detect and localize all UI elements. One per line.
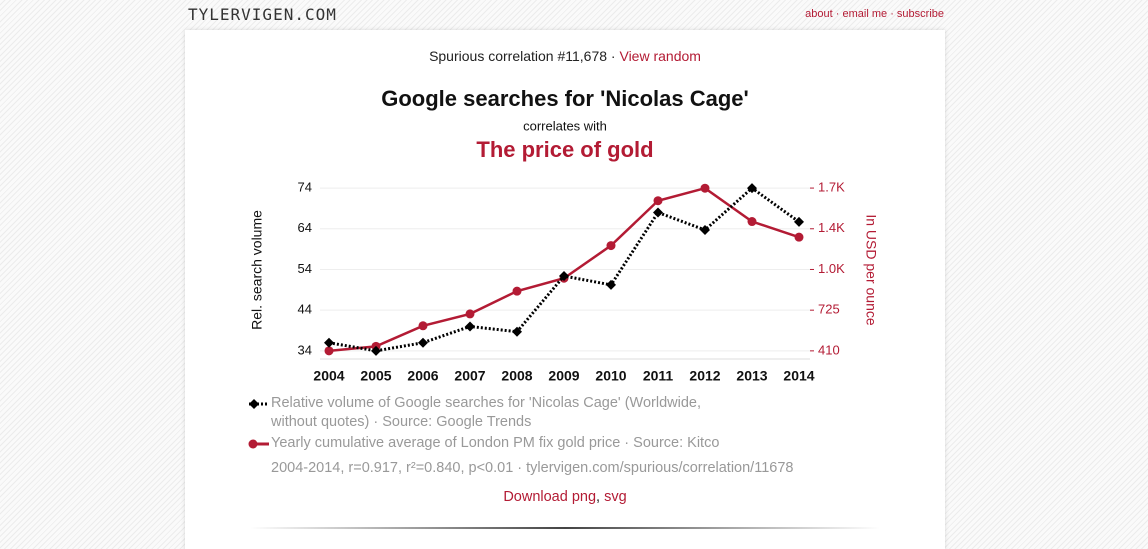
point (653, 196, 663, 206)
x-tick-label: 2010 (595, 368, 626, 384)
separator: · (835, 8, 840, 20)
y-tick-label: 44 (298, 302, 312, 317)
nav: about · email me · subscribe (805, 8, 944, 20)
point (512, 286, 522, 296)
point (747, 183, 757, 194)
y-tick-label: 64 (298, 220, 312, 235)
point (700, 224, 710, 235)
intro: Spurious correlation #11,678 · View rand… (185, 48, 945, 64)
point (606, 279, 616, 290)
nav-link[interactable]: subscribe (896, 8, 944, 20)
download-svg[interactable]: svg (604, 489, 627, 505)
y-axis-label: Rel. search volume (249, 210, 265, 330)
view-random[interactable]: View random (619, 48, 701, 64)
x-tick-label: 2012 (689, 368, 720, 384)
legend-item: Yearly cumulative average of London PM f… (248, 434, 728, 453)
point (512, 326, 522, 337)
x-tick-label: 2011 (643, 368, 674, 384)
x-tick-label: 2004 (313, 368, 344, 384)
card: Spurious correlation #11,678 · View rand… (185, 30, 945, 549)
chart-subtitle: correlates with (523, 118, 607, 133)
point (465, 321, 475, 332)
y2-tick-label: 410 (818, 342, 840, 357)
legend-label: Relative volume of Google searches for '… (271, 395, 701, 430)
y-tick-label: 54 (298, 261, 312, 276)
separator: , (596, 489, 601, 505)
y-tick-label: 34 (298, 342, 312, 357)
y2-tick-label: 1.7K (818, 180, 845, 195)
legend-marker (248, 439, 258, 449)
legend-item: Relative volume of Google searches for '… (248, 394, 728, 432)
x-tick-label: 2009 (548, 368, 579, 384)
nav-link[interactable]: about (805, 8, 833, 20)
divider (250, 527, 880, 529)
point (559, 270, 569, 281)
point (653, 207, 663, 218)
intro-text: Spurious correlation #11,678 (429, 48, 608, 64)
y-tick-label: 74 (298, 180, 312, 195)
x-tick-label: 2006 (407, 368, 438, 384)
chart: Google searches for 'Nicolas Cage' corre… (249, 86, 880, 384)
legend-icon (249, 399, 269, 409)
separator: · (890, 8, 894, 20)
point (700, 183, 710, 193)
legend-marker (249, 399, 259, 409)
point (794, 232, 804, 242)
y2-tick-label: 1.4K (818, 220, 845, 235)
download-png[interactable]: Download png (503, 489, 597, 505)
point (465, 309, 475, 319)
point (324, 337, 334, 348)
point (606, 241, 616, 251)
y2-axis-label: In USD per ounce (863, 214, 879, 325)
x-tick-label: 2005 (360, 368, 391, 384)
point (747, 217, 757, 227)
logo[interactable]: TYLERVIGEN.COM (188, 5, 337, 24)
point (371, 345, 381, 356)
y2-tick-label: 1.0K (818, 261, 845, 276)
y2-tick-label: 725 (818, 302, 840, 317)
point (794, 216, 804, 227)
download: Download png, svg (185, 489, 945, 505)
chart-title-2: The price of gold (476, 137, 653, 162)
separator: · (610, 48, 616, 64)
stats: 2004-2014, r=0.917, r²=0.840, p<0.01 · t… (271, 460, 794, 476)
x-tick-label: 2007 (454, 368, 485, 384)
legend-label: Yearly cumulative average of London PM f… (271, 435, 720, 451)
nav-link[interactable]: email me (842, 8, 888, 20)
chart-title: Google searches for 'Nicolas Cage' (381, 86, 748, 111)
point (418, 321, 428, 331)
legend-icon (248, 439, 269, 449)
point (418, 337, 428, 348)
point (324, 346, 334, 356)
x-tick-label: 2014 (783, 368, 814, 384)
x-tick-label: 2008 (501, 368, 532, 384)
x-tick-label: 2013 (736, 368, 767, 384)
